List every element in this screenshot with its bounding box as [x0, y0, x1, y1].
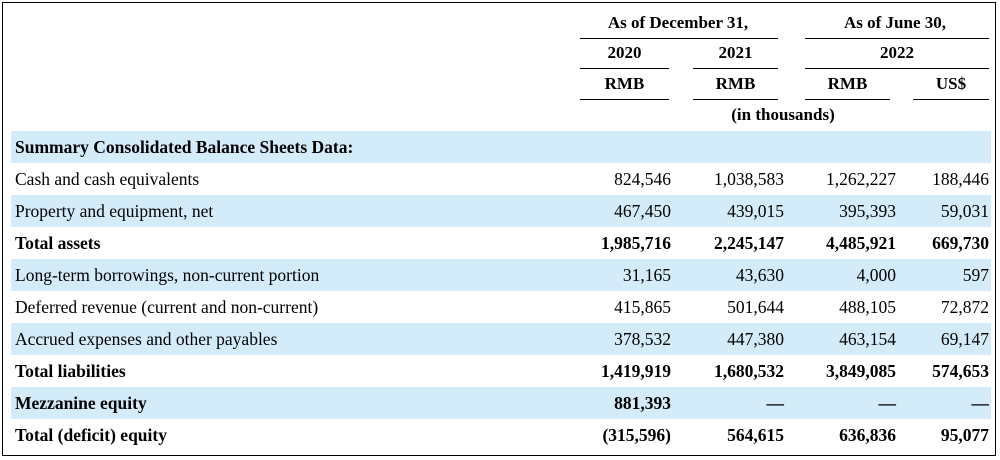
cell-2021: 43,630 — [735, 265, 784, 285]
header-currency-col2: RMB — [715, 74, 756, 93]
header-currency-col1-rule — [580, 99, 669, 100]
header-currency-col2-rule — [693, 99, 778, 100]
table-row: Accrued expenses and other payables 378,… — [11, 323, 991, 355]
cell-2021: 439,015 — [727, 201, 784, 221]
header-currency-col4: US$ — [935, 74, 967, 93]
row-label: Deferred revenue (current and non-curren… — [15, 297, 319, 317]
table-row: Property and equipment, net 467,450 439,… — [11, 195, 991, 227]
cell-2020: 31,165 — [622, 265, 671, 285]
cell-2022-rmb: 4,485,921 — [826, 233, 896, 253]
table-row: Mezzanine equity 881,393 — — — — [11, 387, 991, 419]
cell-2022-usd: 72,872 — [940, 297, 989, 317]
cell-2020: 467,450 — [614, 201, 671, 221]
row-label: Long-term borrowings, non-current portio… — [15, 265, 320, 285]
cell-2020: 1,985,716 — [601, 233, 671, 253]
header-unit-note: (in thousands) — [731, 105, 835, 124]
cell-2022-rmb: 463,154 — [839, 329, 896, 349]
row-label: Total assets — [15, 233, 101, 253]
cell-2021: 1,680,532 — [714, 361, 784, 381]
header-group-december-rule — [580, 38, 778, 39]
cell-2022-rmb: 1,262,227 — [826, 169, 896, 189]
cell-2020: 881,393 — [614, 393, 671, 413]
header-year-2021: 2021 — [718, 43, 753, 62]
cell-2020: (315,596) — [602, 425, 671, 445]
cell-2022-rmb: — — [878, 393, 897, 413]
cell-2022-rmb: 395,393 — [839, 201, 896, 221]
cell-2022-usd: — — [971, 393, 990, 413]
section-title: Summary Consolidated Balance Sheets Data… — [15, 137, 354, 157]
table-row: Cash and cash equivalents 824,546 1,038,… — [11, 163, 991, 195]
header-currency-col3-rule — [805, 99, 890, 100]
cell-2022-rmb: 3,849,085 — [826, 361, 896, 381]
cell-2020: 415,865 — [614, 297, 671, 317]
table-row: Deferred revenue (current and non-curren… — [11, 291, 991, 323]
cell-2020: 1,419,919 — [601, 361, 671, 381]
header-year-2020: 2020 — [607, 43, 642, 62]
cell-2021: 2,245,147 — [714, 233, 784, 253]
cell-2022-usd: 574,653 — [932, 361, 989, 381]
header-group-june-rule — [805, 38, 989, 39]
cell-2022-usd: 69,147 — [940, 329, 989, 349]
cell-2022-usd: 188,446 — [932, 169, 989, 189]
header-group-june: As of June 30, — [843, 13, 946, 32]
cell-2022-usd: 669,730 — [932, 233, 989, 253]
cell-2022-usd: 59,031 — [940, 201, 989, 221]
cell-2020: 378,532 — [614, 329, 671, 349]
cell-2022-usd: 95,077 — [940, 425, 989, 445]
cell-2022-usd: 597 — [962, 265, 989, 285]
header-year-2022: 2022 — [880, 43, 914, 62]
row-label: Property and equipment, net — [15, 201, 214, 221]
header-currency-col1: RMB — [604, 74, 645, 93]
table-row: Total (deficit) equity (315,596) 564,615… — [11, 419, 991, 451]
row-label: Accrued expenses and other payables — [15, 329, 278, 349]
cell-2021: 501,644 — [727, 297, 784, 317]
table-row: Long-term borrowings, non-current portio… — [11, 259, 991, 291]
cell-2021: 447,380 — [727, 329, 784, 349]
cell-2022-rmb: 488,105 — [839, 297, 896, 317]
table-row: Total liabilities 1,419,919 1,680,532 3,… — [11, 355, 991, 387]
table-row: Total assets 1,985,716 2,245,147 4,485,9… — [11, 227, 991, 259]
cell-2022-rmb: 636,836 — [839, 425, 896, 445]
header-year-2022-rule — [805, 68, 989, 69]
cell-2020: 824,546 — [614, 169, 671, 189]
header-group-december: As of December 31, — [607, 13, 749, 32]
cell-2021: — — [766, 393, 785, 413]
row-label: Cash and cash equivalents — [15, 169, 200, 189]
header-year-2021-rule — [693, 68, 778, 69]
cell-2022-rmb: 4,000 — [856, 265, 896, 285]
row-label: Total (deficit) equity — [15, 425, 167, 445]
header-currency-col3: RMB — [827, 74, 868, 93]
cell-2021: 1,038,583 — [714, 169, 784, 189]
header-year-2020-rule — [580, 68, 669, 69]
row-label: Total liabilities — [15, 361, 126, 381]
header-currency-col4-rule — [913, 99, 989, 100]
cell-2021: 564,615 — [727, 425, 784, 445]
row-label: Mezzanine equity — [15, 393, 147, 413]
section-title-row: Summary Consolidated Balance Sheets Data… — [11, 131, 991, 163]
